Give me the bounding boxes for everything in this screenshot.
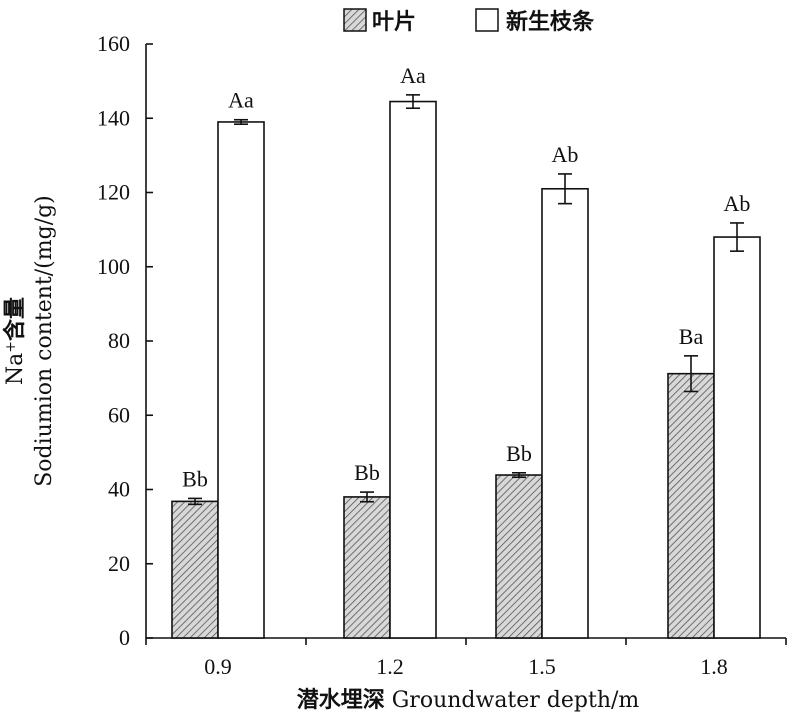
y-tick-label: 0 [119, 625, 130, 650]
significance-label: Ba [679, 324, 704, 349]
y-tick-label: 40 [108, 477, 130, 502]
significance-label: Aa [400, 63, 426, 88]
bar-shoot-1.2 [389, 100, 437, 639]
y-tick-label: 120 [97, 180, 130, 205]
significance-label: Ab [724, 191, 751, 216]
legend: 叶片 新生枝条 [343, 8, 595, 35]
legend-swatch-leaf [343, 8, 367, 32]
x-tick-label: 0.9 [204, 654, 232, 679]
y-tick-label: 140 [97, 105, 130, 130]
x-tick-label: 1.2 [376, 654, 404, 679]
y-tick-label: 80 [108, 328, 130, 353]
y-tick-label: 100 [97, 254, 130, 279]
bar-shoot-1.8 [713, 236, 761, 639]
significance-label: Bb [182, 466, 208, 491]
bar-leaf-1.8 [667, 372, 715, 639]
x-axis-title: 潜水埋深 Groundwater depth/m [297, 688, 640, 713]
error-bars-group [188, 94, 744, 506]
bar-leaf-1.2 [343, 496, 391, 639]
bars-group [171, 100, 761, 639]
significance-label: Aa [228, 88, 254, 113]
bar-leaf-1.5 [495, 474, 543, 639]
x-tick-label: 1.5 [528, 654, 556, 679]
x-axis-ticks: 0.9 1.2 1.5 1.8 [145, 638, 787, 679]
significance-label: Ab [552, 142, 579, 167]
significance-label: Bb [506, 441, 532, 466]
y-tick-label: 160 [97, 31, 130, 56]
y-tick-label: 60 [108, 402, 130, 427]
bar-shoot-0.9 [217, 121, 265, 639]
y-axis-title-line2: Sodiumion content/(mg/g) [32, 195, 57, 487]
legend-label-shoot: 新生枝条 [506, 9, 595, 35]
x-tick-label: 1.8 [700, 654, 728, 679]
bar-labels-group: Bb Bb Bb Ba Aa Aa Ab Ab [182, 63, 750, 492]
bar-leaf-0.9 [171, 500, 219, 639]
y-tick-label: 20 [108, 551, 130, 576]
legend-swatch-shoot [475, 8, 499, 32]
y-axis-title-line1: Na+含量 [2, 297, 28, 385]
y-axis-ticks: 0 20 40 60 80 100 120 140 160 [97, 31, 153, 650]
bar-shoot-1.5 [541, 187, 589, 639]
significance-label: Bb [354, 460, 380, 485]
legend-label-leaf: 叶片 [372, 10, 416, 35]
